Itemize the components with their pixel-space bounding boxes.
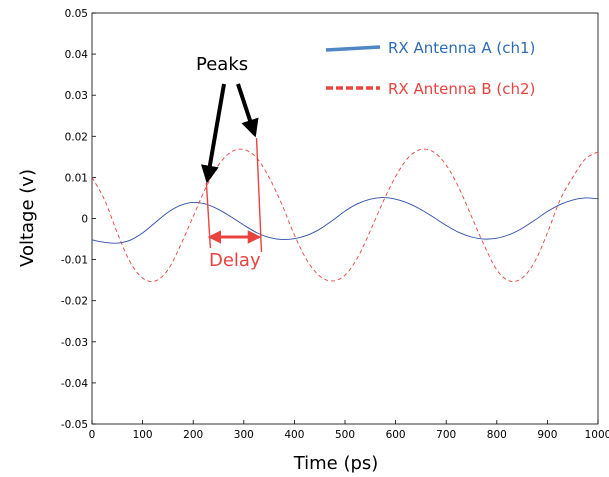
- y-tick-label: -0.05: [61, 419, 88, 431]
- y-tick-label: 0.03: [65, 90, 88, 102]
- y-axis-ticks: 0.05 0.04 0.03 0.02 0.01 0 -0.01 -0.02 -0.03 -0.0…: [61, 8, 96, 431]
- y-tick-label: 0.04: [65, 49, 89, 61]
- delay-label: Delay: [209, 250, 261, 271]
- y-tick-label: -0.03: [61, 337, 88, 349]
- peak-a-marker: [205, 182, 212, 249]
- x-tick-label: 1000: [585, 429, 609, 441]
- y-tick-label: -0.02: [61, 296, 88, 308]
- y-tick-label: 0.02: [65, 131, 88, 143]
- x-tick-label: 700: [436, 429, 456, 441]
- y-tick-label: 0.05: [65, 8, 88, 20]
- peak-b-marker: [255, 137, 263, 253]
- peaks-arrow-b: [236, 83, 259, 138]
- x-tick-label: 200: [183, 429, 203, 441]
- x-axis-ticks: 0 100 200 300 400 500 600 700 800 900 1000: [89, 420, 609, 441]
- x-tick-label: 900: [537, 429, 557, 441]
- y-tick-label: 0.01: [65, 172, 88, 184]
- series-line-ch1: [92, 197, 598, 244]
- series-line-ch2: [92, 148, 598, 283]
- x-tick-label: 0: [89, 429, 96, 441]
- x-tick-label: 300: [234, 429, 254, 441]
- x-tick-label: 400: [284, 429, 304, 441]
- y-axis-title: Voltage (v): [17, 169, 38, 267]
- peaks-label: Peaks: [196, 54, 248, 75]
- legend: RX Antenna A (ch1) RX Antenna B (ch2): [325, 39, 535, 98]
- legend-label-ch1: RX Antenna A (ch1): [388, 39, 535, 57]
- x-tick-label: 600: [386, 429, 406, 441]
- x-tick-label: 100: [133, 429, 153, 441]
- x-tick-label: 500: [335, 429, 355, 441]
- peaks-arrow-a: [200, 83, 226, 184]
- y-tick-label: -0.04: [61, 378, 88, 390]
- legend-line-ch1: [325, 45, 381, 52]
- x-tick-label: 800: [487, 429, 507, 441]
- x-axis-title: Time (ps): [293, 453, 379, 474]
- legend-label-ch2: RX Antenna B (ch2): [388, 80, 535, 98]
- y-tick-label: 0: [81, 214, 88, 226]
- plot-frame: [91, 12, 599, 425]
- y-tick-label: -0.01: [61, 255, 88, 267]
